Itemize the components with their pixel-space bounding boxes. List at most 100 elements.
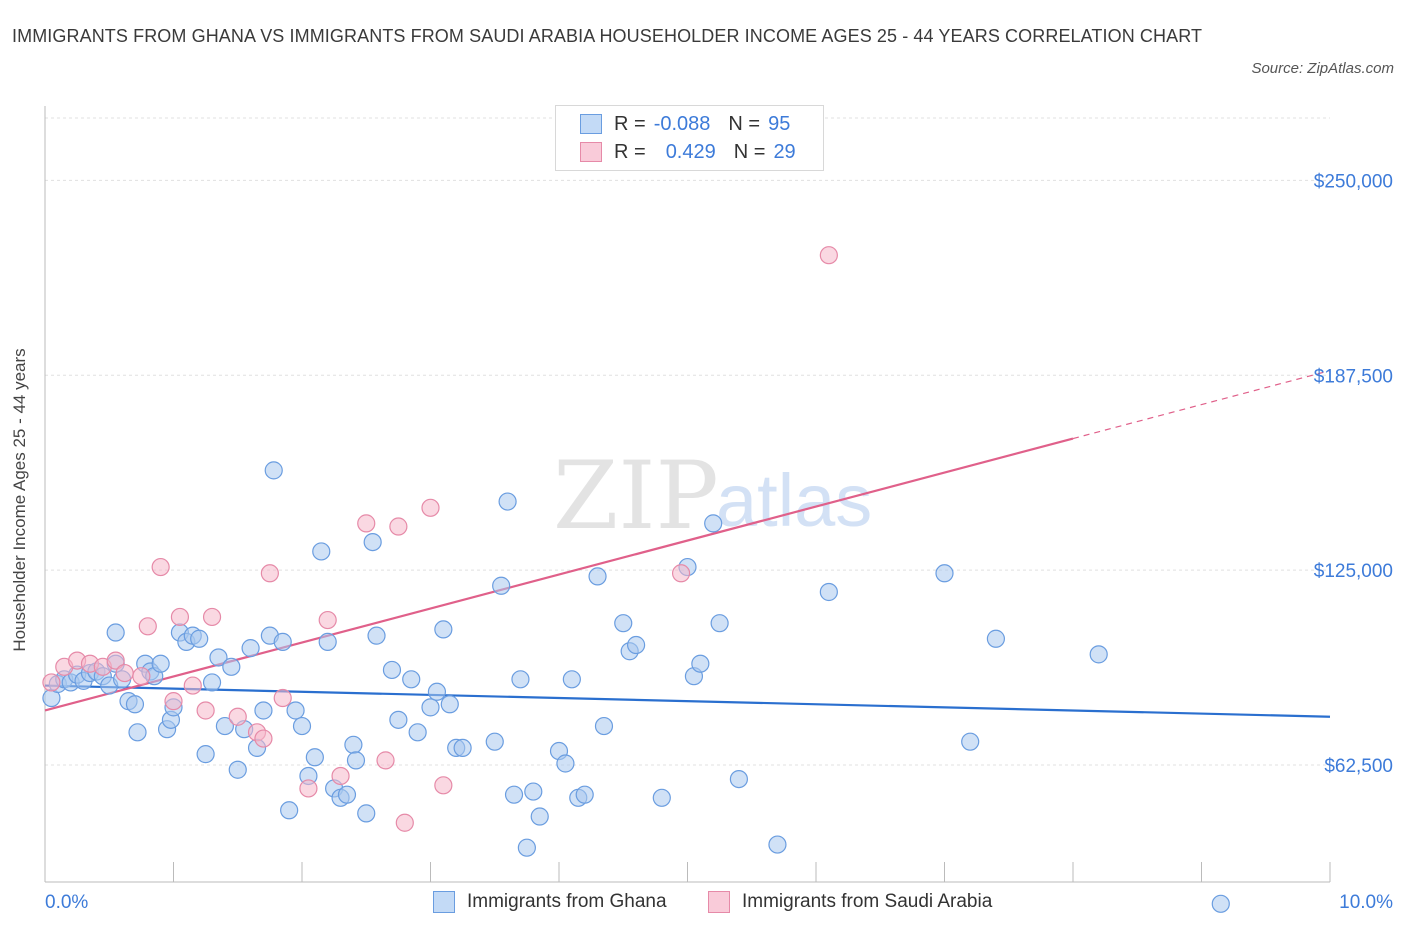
- point-ghana: [626, 635, 646, 655]
- legend-n-value: 95: [768, 112, 791, 135]
- point-saudi: [170, 607, 190, 627]
- legend-row-saudi: R = 0.429 N = 29: [580, 139, 796, 165]
- legend-n-label: N =: [733, 140, 766, 163]
- point-ghana: [504, 785, 524, 804]
- point-ghana: [202, 673, 222, 692]
- point-saudi: [421, 498, 440, 517]
- x-tick-label: 10.0%: [1339, 892, 1393, 913]
- point-ghana: [228, 760, 247, 779]
- point-ghana: [264, 461, 283, 480]
- legend-swatch-saudi: [708, 891, 730, 913]
- legend-label-ghana: Immigrants from Ghana: [467, 891, 667, 912]
- point-ghana: [729, 769, 749, 789]
- point-ghana: [961, 732, 980, 751]
- point-ghana: [1089, 645, 1108, 664]
- bottom-legend-saudi: Immigrants from Saudi Arabia: [708, 888, 992, 916]
- tick-labels: $62,500 $125,000 $187,500 $250,000 0.0% 10.0%: [45, 171, 1393, 913]
- point-ghana: [209, 648, 228, 667]
- trend-line-saudi-extension: [1072, 370, 1331, 440]
- point-saudi: [273, 688, 292, 708]
- point-saudi: [164, 692, 183, 711]
- axes: [44, 106, 1331, 883]
- point-ghana: [254, 701, 273, 720]
- point-ghana: [652, 788, 671, 807]
- point-saudi: [132, 667, 151, 686]
- chart-title: IMMIGRANTS FROM GHANA VS IMMIGRANTS FROM…: [12, 26, 1203, 46]
- trend-line-ghana: [44, 684, 1331, 718]
- point-saudi: [299, 779, 318, 798]
- point-saudi: [202, 607, 222, 627]
- point-saudi: [183, 676, 202, 695]
- point-ghana: [710, 614, 729, 633]
- legend-label-saudi: Immigrants from Saudi Arabia: [742, 891, 993, 912]
- bottom-legend-ghana: Immigrants from Ghana: [433, 888, 667, 916]
- point-ghana: [453, 738, 472, 758]
- point-ghana: [524, 782, 543, 801]
- point-ghana: [485, 732, 504, 751]
- point-ghana: [292, 716, 312, 736]
- point-ghana: [196, 745, 215, 764]
- point-ghana: [517, 838, 536, 857]
- point-ghana: [389, 710, 408, 729]
- point-ghana: [280, 801, 299, 820]
- point-ghana: [357, 804, 376, 823]
- y-tick-label: $62,500: [1324, 756, 1393, 777]
- point-ghana: [363, 532, 382, 552]
- point-ghana: [273, 632, 292, 651]
- watermark: ZIP atlas: [553, 442, 872, 551]
- point-saudi: [138, 617, 157, 636]
- point-ghana: [421, 698, 440, 717]
- x-tick-label: 0.0%: [45, 892, 88, 913]
- point-ghana: [312, 542, 331, 561]
- point-ghana: [434, 620, 453, 639]
- point-ghana: [440, 695, 459, 714]
- watermark-atlas: atlas: [716, 459, 872, 542]
- point-saudi: [151, 557, 170, 577]
- legend-swatch-saudi: [580, 142, 602, 162]
- legend-swatch-ghana: [580, 114, 602, 134]
- point-ghana: [222, 657, 241, 676]
- point-ghana: [367, 626, 386, 645]
- stats-legend: R = -0.088 N = 95 R = 0.429 N = 29: [555, 105, 824, 171]
- chart-source: Source: ZipAtlas.com: [1251, 60, 1394, 77]
- point-ghana: [382, 660, 402, 680]
- point-ghana: [190, 629, 209, 648]
- legend-r-label: R =: [614, 140, 646, 163]
- point-ghana: [346, 751, 366, 770]
- point-ghana: [819, 582, 838, 602]
- y-axis-label: Householder Income Ages 25 - 44 years: [10, 348, 29, 652]
- point-saudi: [228, 707, 247, 726]
- point-ghana: [106, 623, 125, 642]
- point-ghana: [511, 670, 530, 689]
- y-tick-label: $187,500: [1314, 366, 1393, 387]
- point-ghana: [286, 701, 305, 720]
- point-ghana: [575, 785, 594, 804]
- y-tick-label: $250,000: [1314, 171, 1393, 192]
- legend-n-label: N =: [728, 112, 761, 135]
- point-ghana: [556, 754, 575, 773]
- point-ghana: [498, 492, 517, 511]
- point-ghana: [691, 654, 710, 673]
- legend-swatch-ghana: [433, 891, 455, 913]
- point-saudi: [42, 673, 61, 692]
- point-ghana: [318, 632, 337, 651]
- legend-row-ghana: R = -0.088 N = 95: [580, 111, 790, 137]
- point-ghana: [935, 564, 954, 583]
- point-saudi: [395, 813, 414, 832]
- legend-r-value: 0.429: [665, 140, 716, 163]
- point-ghana: [241, 639, 260, 658]
- point-ghana: [402, 670, 421, 689]
- legend-r-value: -0.088: [653, 112, 711, 135]
- point-ghana: [408, 723, 427, 742]
- point-saudi: [819, 246, 838, 265]
- point-ghana: [427, 682, 447, 701]
- point-ghana: [492, 576, 511, 595]
- point-saudi: [376, 751, 395, 770]
- point-saudi: [434, 776, 453, 795]
- point-saudi: [106, 651, 125, 670]
- point-saudi: [389, 517, 408, 536]
- point-ghana: [344, 735, 363, 754]
- point-ghana: [125, 695, 145, 714]
- point-ghana: [215, 716, 234, 736]
- point-ghana: [614, 614, 633, 633]
